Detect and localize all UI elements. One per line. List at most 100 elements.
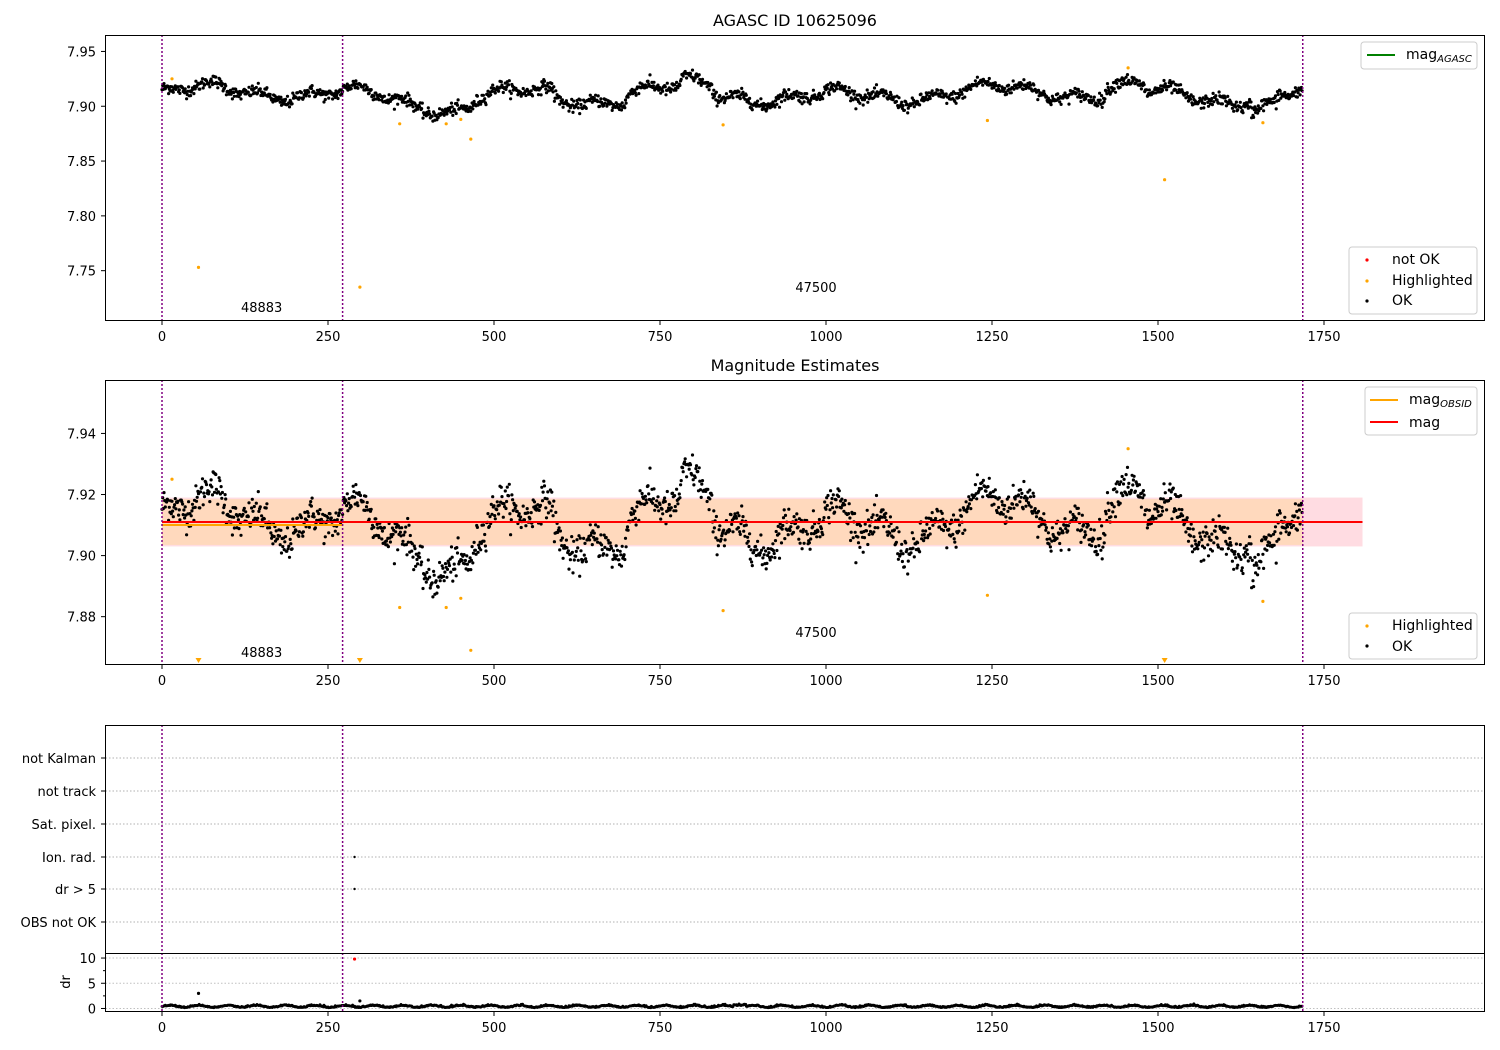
ok-point: [250, 506, 254, 510]
ok-point: [441, 566, 445, 570]
ok-point: [1273, 530, 1277, 534]
ok-point: [327, 531, 331, 535]
ok-point: [171, 509, 175, 513]
ok-point: [728, 95, 732, 99]
ok-point: [430, 581, 434, 585]
ok-point: [853, 511, 857, 516]
ok-point: [287, 105, 292, 109]
ok-point: [178, 91, 182, 95]
ok-point: [1181, 514, 1185, 518]
ok-point: [858, 101, 862, 105]
ok-point: [550, 490, 554, 494]
ok-point: [951, 532, 955, 537]
ok-point: [760, 548, 764, 552]
ok-point: [1257, 109, 1261, 113]
ok-point: [1142, 493, 1146, 497]
ok-point: [1179, 83, 1183, 87]
ok-point: [256, 81, 260, 85]
ok-point: [911, 546, 915, 550]
ok-point: [615, 554, 619, 558]
ok-point: [1090, 544, 1094, 548]
ok-point: [1113, 90, 1118, 94]
ok-point: [441, 574, 446, 579]
ok-point: [997, 505, 1001, 510]
ok-point: [759, 97, 763, 101]
ok-point: [987, 476, 991, 480]
ok-point: [224, 84, 228, 88]
ok-point: [774, 529, 778, 534]
ok-point: [1061, 96, 1065, 100]
highlighted-point: [444, 605, 448, 610]
ok-point: [1132, 474, 1136, 478]
ok-point: [669, 514, 673, 518]
ok-point: [1113, 515, 1118, 519]
ok-point: [299, 91, 303, 95]
ok-point: [399, 97, 403, 101]
ok-point: [465, 104, 469, 108]
ok-point: [1068, 510, 1072, 514]
ok-point: [1226, 526, 1230, 530]
legend-notok-label: not OK: [1392, 252, 1440, 268]
ok-point: [369, 88, 373, 92]
panel2-frame: [105, 380, 1485, 665]
ok-point: [1138, 495, 1142, 499]
ok-point: [1011, 502, 1015, 506]
ok-point: [678, 496, 682, 500]
ok-point: [163, 505, 167, 509]
ok-point: [737, 90, 741, 94]
ok-point: [1059, 548, 1063, 552]
ok-point: [509, 91, 513, 95]
ok-point: [986, 485, 990, 489]
ok-point: [1254, 561, 1258, 565]
ok-point: [412, 544, 416, 548]
ok-point: [1180, 508, 1184, 512]
ok-point: [693, 76, 697, 80]
ok-point: [183, 87, 187, 91]
ok-point: [279, 528, 283, 532]
ok-point: [356, 86, 360, 90]
ok-point: [1044, 526, 1048, 530]
ok-point: [1234, 105, 1238, 109]
ok-point: [683, 457, 687, 461]
ok-point: [1133, 81, 1137, 85]
ok-point: [1000, 500, 1004, 504]
ok-point: [475, 525, 479, 530]
ok-point: [1049, 103, 1053, 107]
ok-point: [576, 558, 580, 562]
ok-point: [738, 530, 742, 534]
ok-point: [1202, 106, 1206, 110]
ok-point: [679, 479, 683, 483]
ok-point: [582, 553, 586, 557]
ok-point: [1262, 566, 1266, 571]
ok-point: [445, 567, 450, 572]
ok-point: [1174, 508, 1178, 513]
ok-point: [201, 503, 205, 507]
ok-point: [941, 517, 945, 521]
ok-point: [693, 475, 697, 480]
obs-label: 47500: [795, 281, 836, 296]
ok-point: [1157, 87, 1161, 91]
ok-point: [912, 105, 916, 109]
ok-point: [823, 500, 827, 504]
ok-point: [209, 77, 213, 81]
ok-point: [827, 92, 831, 97]
ok-point: [1055, 536, 1059, 541]
ok-point: [351, 484, 355, 488]
ok-point: [872, 86, 877, 90]
ok-point: [1127, 78, 1131, 82]
ok-point: [716, 538, 720, 542]
ok-point: [902, 108, 907, 112]
ok-point: [928, 526, 932, 531]
ok-point: [584, 560, 588, 564]
ok-point: [1018, 500, 1022, 504]
ok-point: [210, 485, 214, 489]
ok-point: [750, 108, 754, 112]
ok-point: [754, 544, 758, 549]
legend-mag-label: mag: [1409, 415, 1440, 431]
ok-point: [868, 529, 873, 534]
ok-point: [260, 514, 264, 518]
ok-point: [1185, 91, 1189, 95]
ok-point: [490, 512, 494, 516]
ok-point: [1293, 514, 1297, 518]
ok-point: [1224, 552, 1228, 556]
